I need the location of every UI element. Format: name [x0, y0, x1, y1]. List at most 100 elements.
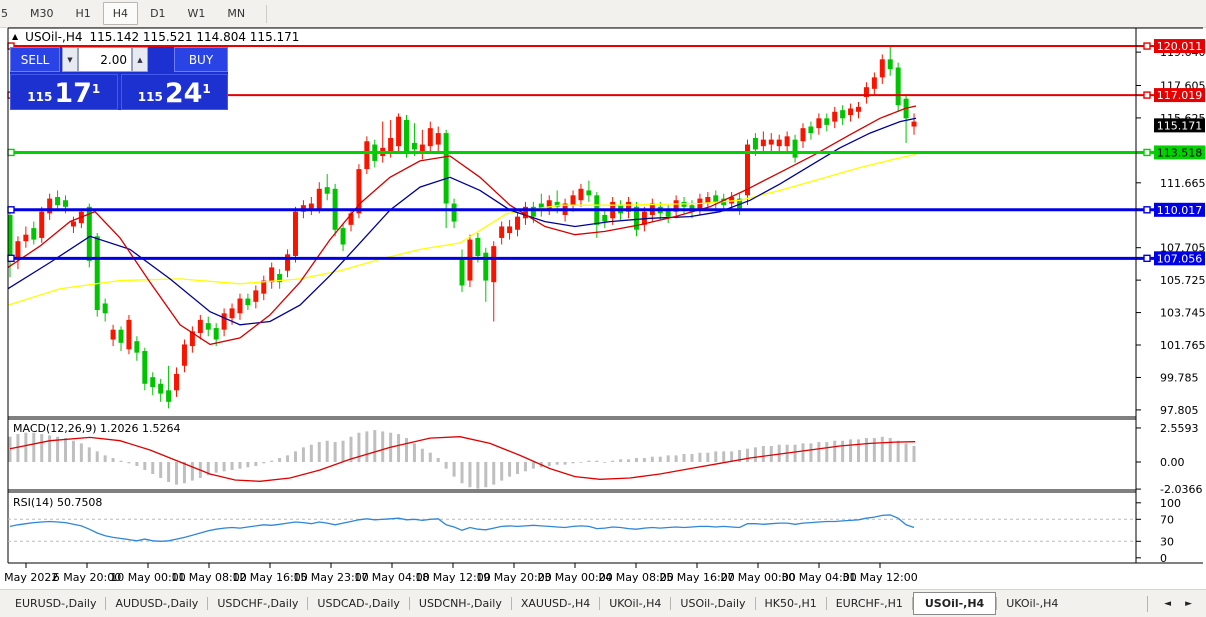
tf-button-w1[interactable]: W1 [187, 7, 206, 20]
candle-body [324, 187, 330, 194]
level-handle[interactable] [7, 148, 15, 157]
macd-tick-label: 0.00 [1160, 456, 1185, 469]
price-chip [1154, 145, 1205, 160]
macd-histogram-bar [309, 444, 313, 462]
macd-histogram-bar [468, 462, 472, 488]
macd-histogram-bar [262, 462, 266, 464]
price-chip [1154, 202, 1205, 217]
candle-body [895, 67, 901, 106]
level-handle[interactable] [1143, 206, 1151, 214]
tf-button-h4[interactable]: H4 [102, 2, 139, 25]
candle-body [768, 139, 774, 145]
macd-histogram-bar [381, 431, 385, 462]
level-handle[interactable] [1143, 91, 1151, 99]
tab-scroll-left-icon[interactable]: ◄ [1164, 598, 1172, 609]
tab-audusd-daily[interactable]: AUDUSD-,Daily [115, 597, 199, 610]
volume-increase-button[interactable]: ▲ [132, 47, 148, 72]
macd-histogram-bar [706, 452, 710, 462]
collapse-chart-icon[interactable]: ▲ [12, 31, 19, 41]
macd-histogram-bar [872, 438, 876, 462]
macd-histogram-bar [87, 447, 91, 462]
tab-separator [510, 597, 512, 610]
macd-histogram-bar [190, 462, 194, 481]
time-label: 17 May 04:00 [354, 571, 430, 584]
level-handle[interactable] [1143, 42, 1151, 50]
level-handle[interactable] [7, 254, 15, 263]
macd-histogram-bar [738, 450, 742, 462]
tab-usoil-h4[interactable]: USOil-,H4 [912, 592, 997, 615]
volume-decrease-button[interactable]: ▼ [62, 47, 78, 72]
tab-separator [307, 597, 309, 610]
tab-scroll-arrows: ◄ ► [1147, 595, 1206, 612]
tf-button-5[interactable]: 5 [1, 7, 8, 20]
candle-body [467, 239, 473, 281]
tab-arrows-divider [1147, 595, 1149, 612]
buy-button[interactable]: BUY [174, 47, 228, 72]
macd-histogram-bar [119, 460, 123, 462]
volume-input[interactable]: 2.00 [78, 47, 132, 72]
tab-xauusd-h4[interactable]: XAUUSD-,H4 [520, 597, 591, 610]
macd-histogram-bar [658, 456, 662, 462]
macd-histogram-bar [270, 460, 274, 462]
level-handle[interactable] [7, 206, 15, 214]
time-label: 25 May 16:00 [659, 571, 735, 584]
candle-body [824, 118, 830, 125]
macd-label: MACD(12,26,9) 1.2026 1.5264 [13, 422, 181, 435]
current-price-chip [1154, 118, 1205, 133]
macd-histogram-bar [857, 439, 861, 462]
ma-fast-red [7, 105, 917, 346]
tab-separator [754, 597, 756, 610]
tab-usoil-daily[interactable]: USOil-,Daily [680, 597, 746, 610]
tab-ukoil-h4[interactable]: UKOil-,H4 [609, 597, 662, 610]
tf-button-d1[interactable]: D1 [150, 7, 166, 20]
candle-body [879, 59, 885, 78]
macd-histogram-bar [888, 438, 892, 462]
tab-usdcad-daily[interactable]: USDCAD-,Daily [317, 597, 400, 610]
price-chip-label: 113.518 [1157, 146, 1203, 159]
candle-body [633, 206, 639, 230]
bid-price[interactable]: 115 17 1 [10, 74, 118, 110]
ask-price[interactable]: 115 24 1 [120, 74, 228, 110]
level-handle[interactable] [1143, 254, 1151, 263]
candle-body [705, 196, 711, 204]
macd-histogram-bar [864, 438, 868, 462]
candle-body [237, 298, 243, 314]
tab-ukoil-h4[interactable]: UKOil-,H4 [1006, 597, 1059, 610]
candle-body [404, 119, 409, 152]
time-label: 12 May 16:00 [232, 571, 308, 584]
tf-button-h1[interactable]: H1 [75, 7, 91, 20]
level-handle[interactable] [1143, 148, 1151, 157]
tab-scroll-right-icon[interactable]: ► [1185, 598, 1192, 609]
tab-eurchf-h1[interactable]: EURCHF-,H1 [835, 597, 903, 610]
macd-histogram-bar [397, 434, 401, 462]
tf-button-m30[interactable]: M30 [30, 7, 54, 20]
candle-body [538, 203, 544, 211]
rsi-line [9, 514, 915, 542]
tab-eurusd-daily[interactable]: EURUSD-,Daily [15, 597, 97, 610]
sell-button[interactable]: SELL [10, 47, 60, 72]
tab-usdchf-daily[interactable]: USDCHF-,Daily [217, 597, 299, 610]
rsi-tick-label: 0 [1160, 552, 1167, 565]
macd-histogram-bar [333, 442, 337, 462]
macd-histogram-bar [428, 452, 432, 462]
macd-histogram-bar [809, 443, 813, 462]
macd-histogram-bar [793, 444, 797, 462]
macd-histogram-bar [143, 462, 147, 470]
macd-histogram-bar [753, 447, 757, 462]
tab-separator [996, 597, 998, 610]
candle-body [356, 169, 362, 214]
macd-histogram-bar [531, 462, 535, 469]
candle-body [792, 139, 798, 158]
candle-body [7, 215, 13, 261]
tab-usdcnh-daily[interactable]: USDCNH-,Daily [418, 597, 502, 610]
macd-histogram-bar [833, 440, 837, 462]
candle-body [911, 121, 917, 127]
axis-tick-label: 99.785 [1160, 371, 1199, 384]
macd-histogram-bar [841, 440, 845, 462]
macd-histogram-bar [159, 462, 163, 478]
bid-sup: 1 [91, 82, 101, 96]
tf-button-mn[interactable]: MN [227, 7, 246, 20]
tab-hk50-h1[interactable]: HK50-,H1 [764, 597, 817, 610]
macd-histogram-bar [230, 462, 234, 470]
